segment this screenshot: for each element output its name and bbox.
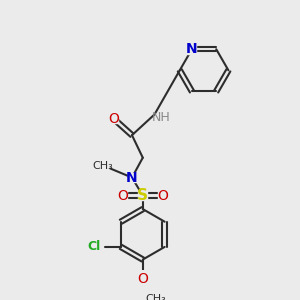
Bar [158, 191, 167, 200]
Text: CH₃: CH₃ [145, 294, 166, 300]
Bar [138, 275, 147, 284]
Text: O: O [137, 272, 148, 286]
Text: N: N [186, 42, 198, 56]
Text: O: O [118, 189, 128, 202]
Text: S: S [137, 188, 148, 203]
Text: CH₃: CH₃ [93, 161, 113, 171]
Bar [118, 191, 127, 200]
Text: O: O [109, 112, 119, 126]
Bar [138, 191, 147, 200]
Bar [128, 173, 136, 181]
Text: O: O [157, 189, 168, 202]
Text: Cl: Cl [87, 240, 101, 254]
Bar [110, 115, 118, 124]
Text: N: N [126, 170, 138, 184]
Bar [188, 45, 196, 54]
Text: NH: NH [152, 111, 170, 124]
